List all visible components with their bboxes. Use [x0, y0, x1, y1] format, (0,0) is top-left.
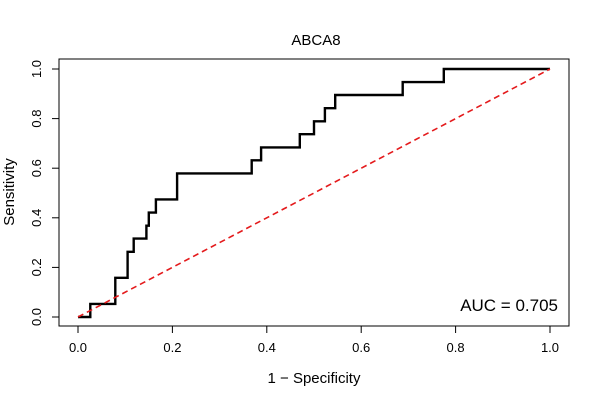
- y-tick-label: 1.0: [29, 60, 44, 78]
- y-tick-label: 0.0: [29, 308, 44, 326]
- y-tick-label: 0.8: [29, 110, 44, 128]
- x-axis-label: 1 − Specificity: [268, 370, 361, 387]
- x-tick-label: 0.0: [69, 340, 87, 355]
- plot-area: [77, 67, 551, 319]
- x-tick-label: 0.8: [447, 340, 465, 355]
- y-axis-label: Sensitivity: [1, 158, 18, 226]
- reference-diagonal-line: [77, 68, 551, 318]
- auc-annotation: AUC = 0.705: [460, 296, 558, 315]
- x-tick-label: 0.4: [258, 340, 276, 355]
- x-axis: 0.0 0.2 0.4 0.6 0.8 1.0: [69, 325, 559, 355]
- y-tick-label: 0.4: [29, 209, 44, 227]
- x-tick-label: 1.0: [541, 340, 559, 355]
- roc-curve-line: [78, 67, 550, 319]
- x-tick-label: 0.6: [352, 340, 370, 355]
- y-tick-label: 0.2: [29, 258, 44, 276]
- x-tick-label: 0.2: [163, 340, 181, 355]
- chart-title: ABCA8: [291, 32, 340, 49]
- y-axis: 0.0 0.2 0.4 0.6 0.8 1.0: [29, 60, 60, 326]
- y-tick-label: 0.6: [29, 159, 44, 177]
